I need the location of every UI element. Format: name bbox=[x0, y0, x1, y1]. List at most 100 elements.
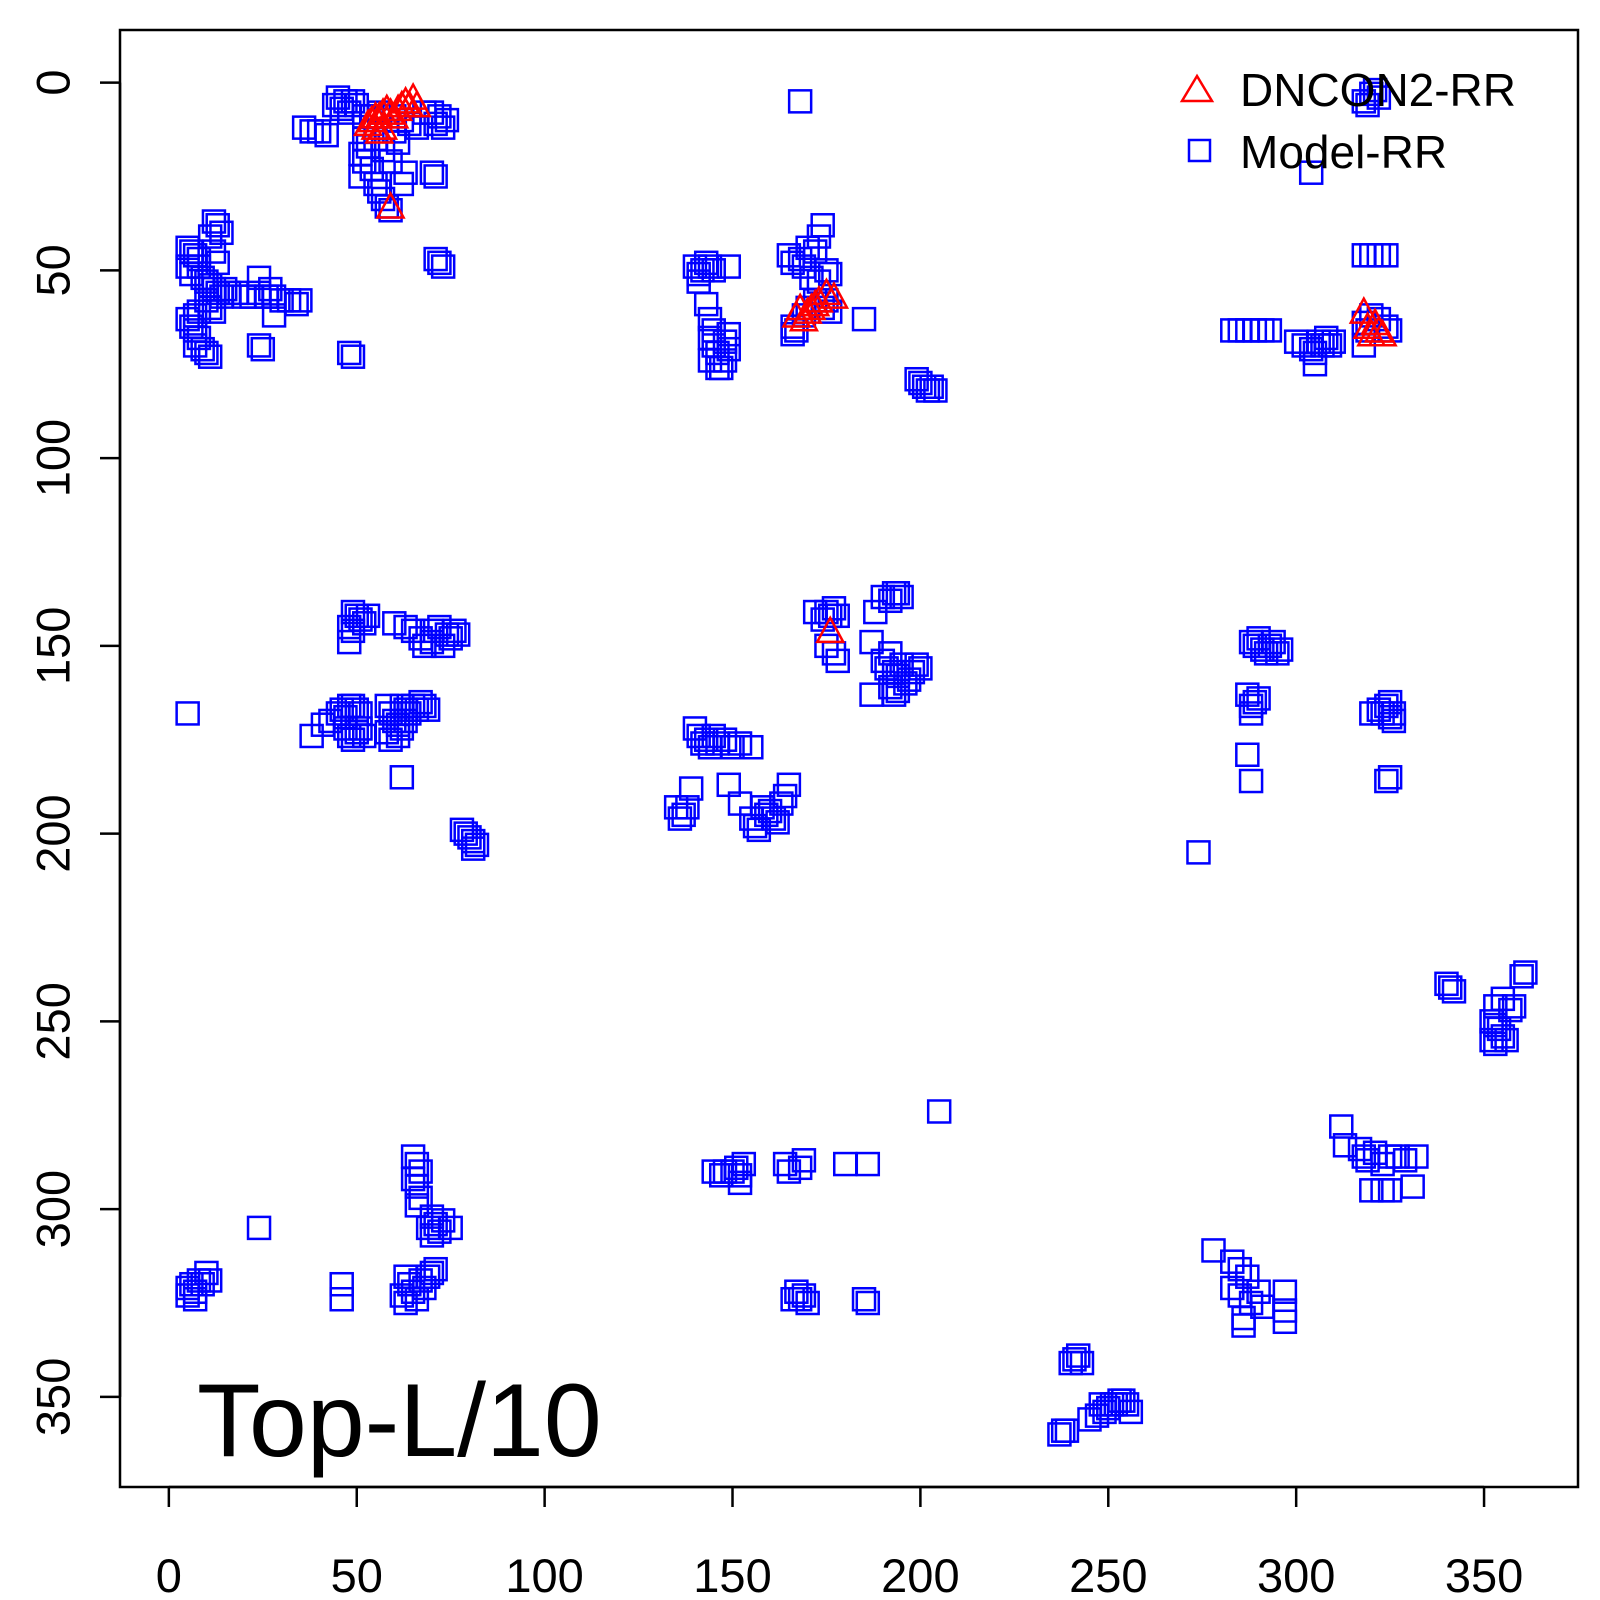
model-rr-point bbox=[355, 603, 381, 629]
model-rr-point bbox=[427, 250, 452, 276]
y-axis: 0 50 100 150 200 250 300 350 bbox=[27, 70, 122, 1436]
model-rr-point bbox=[419, 629, 445, 655]
model-rr-point bbox=[378, 149, 403, 174]
model-rr-point bbox=[1317, 333, 1343, 358]
model-rr-point bbox=[1434, 971, 1459, 997]
legend: DNCON2-RR Model-RR bbox=[1179, 64, 1516, 178]
model-rr-point bbox=[1220, 1249, 1245, 1274]
model-rr-point bbox=[708, 355, 734, 381]
model-rr-point bbox=[923, 378, 948, 403]
dncon2-rr-point bbox=[360, 112, 391, 140]
model-rr-point bbox=[1250, 318, 1275, 343]
x-tick-label: 50 bbox=[331, 1549, 383, 1600]
model-rr-point bbox=[438, 1215, 463, 1241]
model-rr-point bbox=[389, 1283, 415, 1308]
model-rr-point bbox=[795, 1290, 820, 1316]
y-tick-label: 150 bbox=[27, 607, 80, 685]
dncon2-rr-point bbox=[1363, 314, 1394, 343]
model-rr-point bbox=[851, 306, 877, 332]
x-tick-label: 200 bbox=[881, 1549, 959, 1600]
model-rr-point bbox=[423, 164, 448, 189]
legend-triangle-marker bbox=[1179, 73, 1215, 103]
model-rr-point bbox=[675, 795, 700, 820]
model-rr-point bbox=[908, 656, 933, 681]
model-rr-point bbox=[190, 336, 215, 362]
model-rr-point bbox=[175, 1283, 200, 1308]
model-rr-point bbox=[464, 832, 490, 858]
model-rr-point bbox=[1329, 1114, 1354, 1139]
model-rr-point bbox=[336, 340, 362, 366]
model-rr-point bbox=[855, 1290, 881, 1316]
model-rr-point bbox=[1227, 318, 1253, 343]
model-rr-point bbox=[885, 678, 911, 704]
model-rr-point bbox=[408, 1159, 433, 1184]
model-rr-point bbox=[780, 1286, 805, 1312]
y-tick-label: 50 bbox=[27, 244, 80, 296]
model-rr-point bbox=[430, 115, 456, 140]
model-rr-point bbox=[197, 344, 223, 369]
model-rr-point bbox=[378, 197, 403, 223]
model-rr-point bbox=[1377, 765, 1403, 790]
model-rr-point bbox=[423, 1256, 448, 1282]
model-rr-point bbox=[1246, 1279, 1271, 1304]
y-tick-label: 350 bbox=[27, 1358, 80, 1436]
model-rr-point bbox=[1298, 160, 1324, 185]
model-rr-point bbox=[1238, 768, 1264, 794]
model-rr-point bbox=[423, 111, 448, 137]
model-rr-point bbox=[352, 611, 377, 636]
dncon2-rr-point bbox=[811, 277, 842, 306]
model-rr-point bbox=[739, 734, 764, 760]
legend-square-marker bbox=[1187, 138, 1212, 163]
model-rr-point bbox=[889, 584, 914, 610]
model-rr-point bbox=[1501, 994, 1527, 1019]
model-rr-point bbox=[1437, 975, 1463, 1000]
model-rr-point bbox=[348, 164, 373, 189]
model-rr-point bbox=[727, 1170, 753, 1196]
model-rr-point bbox=[1313, 325, 1339, 351]
x-tick-label: 250 bbox=[1069, 1549, 1147, 1600]
dncon2-rr-point bbox=[815, 615, 846, 644]
y-tick-label: 250 bbox=[27, 982, 80, 1060]
model-rr-point bbox=[1351, 243, 1377, 268]
model-rr-point bbox=[787, 89, 813, 114]
model-rr-point bbox=[340, 344, 366, 369]
model-rr-point bbox=[1479, 1027, 1504, 1053]
model-rr-point bbox=[389, 765, 415, 790]
model-rr-point bbox=[344, 719, 369, 745]
model-rr-point bbox=[900, 659, 926, 685]
x-tick-label: 350 bbox=[1445, 1549, 1523, 1600]
model-rr-point bbox=[201, 299, 227, 324]
model-rr-point bbox=[385, 712, 411, 737]
model-rr-point bbox=[329, 1286, 354, 1312]
model-rr-point bbox=[246, 1215, 272, 1241]
model-rr-point bbox=[885, 581, 911, 606]
model-rr-point bbox=[329, 1271, 354, 1297]
model-rr-point bbox=[851, 1286, 877, 1312]
model-rr-point bbox=[1069, 1350, 1095, 1376]
dncon2-rr-point bbox=[375, 190, 406, 219]
model-rr-point bbox=[926, 1099, 952, 1124]
model-rr-point bbox=[1227, 1256, 1253, 1282]
model-rr-point bbox=[1441, 979, 1467, 1004]
model-rr-point bbox=[693, 291, 719, 317]
model-rr-point bbox=[1235, 318, 1260, 343]
dncon2-rr-point bbox=[401, 89, 432, 118]
model-rr-point bbox=[1246, 686, 1271, 711]
model-rr-point bbox=[1238, 701, 1264, 726]
model-rr-point bbox=[825, 648, 850, 674]
model-rr-point bbox=[1272, 1279, 1298, 1304]
y-tick-label: 200 bbox=[27, 794, 80, 872]
model-rr-point bbox=[348, 716, 373, 741]
model-rr-point bbox=[1374, 243, 1399, 268]
model-rr-point bbox=[261, 303, 287, 328]
model-rr-point bbox=[1509, 964, 1534, 989]
model-rr-point bbox=[708, 1163, 734, 1188]
model-rr-point bbox=[194, 1260, 219, 1286]
model-rr-point bbox=[258, 276, 283, 302]
model-rr-point bbox=[438, 626, 463, 651]
model-rr-point bbox=[205, 250, 230, 276]
model-rr-point bbox=[1047, 1422, 1072, 1447]
dncon2-rr-point bbox=[1367, 318, 1398, 347]
model-rr-point bbox=[1242, 318, 1268, 343]
